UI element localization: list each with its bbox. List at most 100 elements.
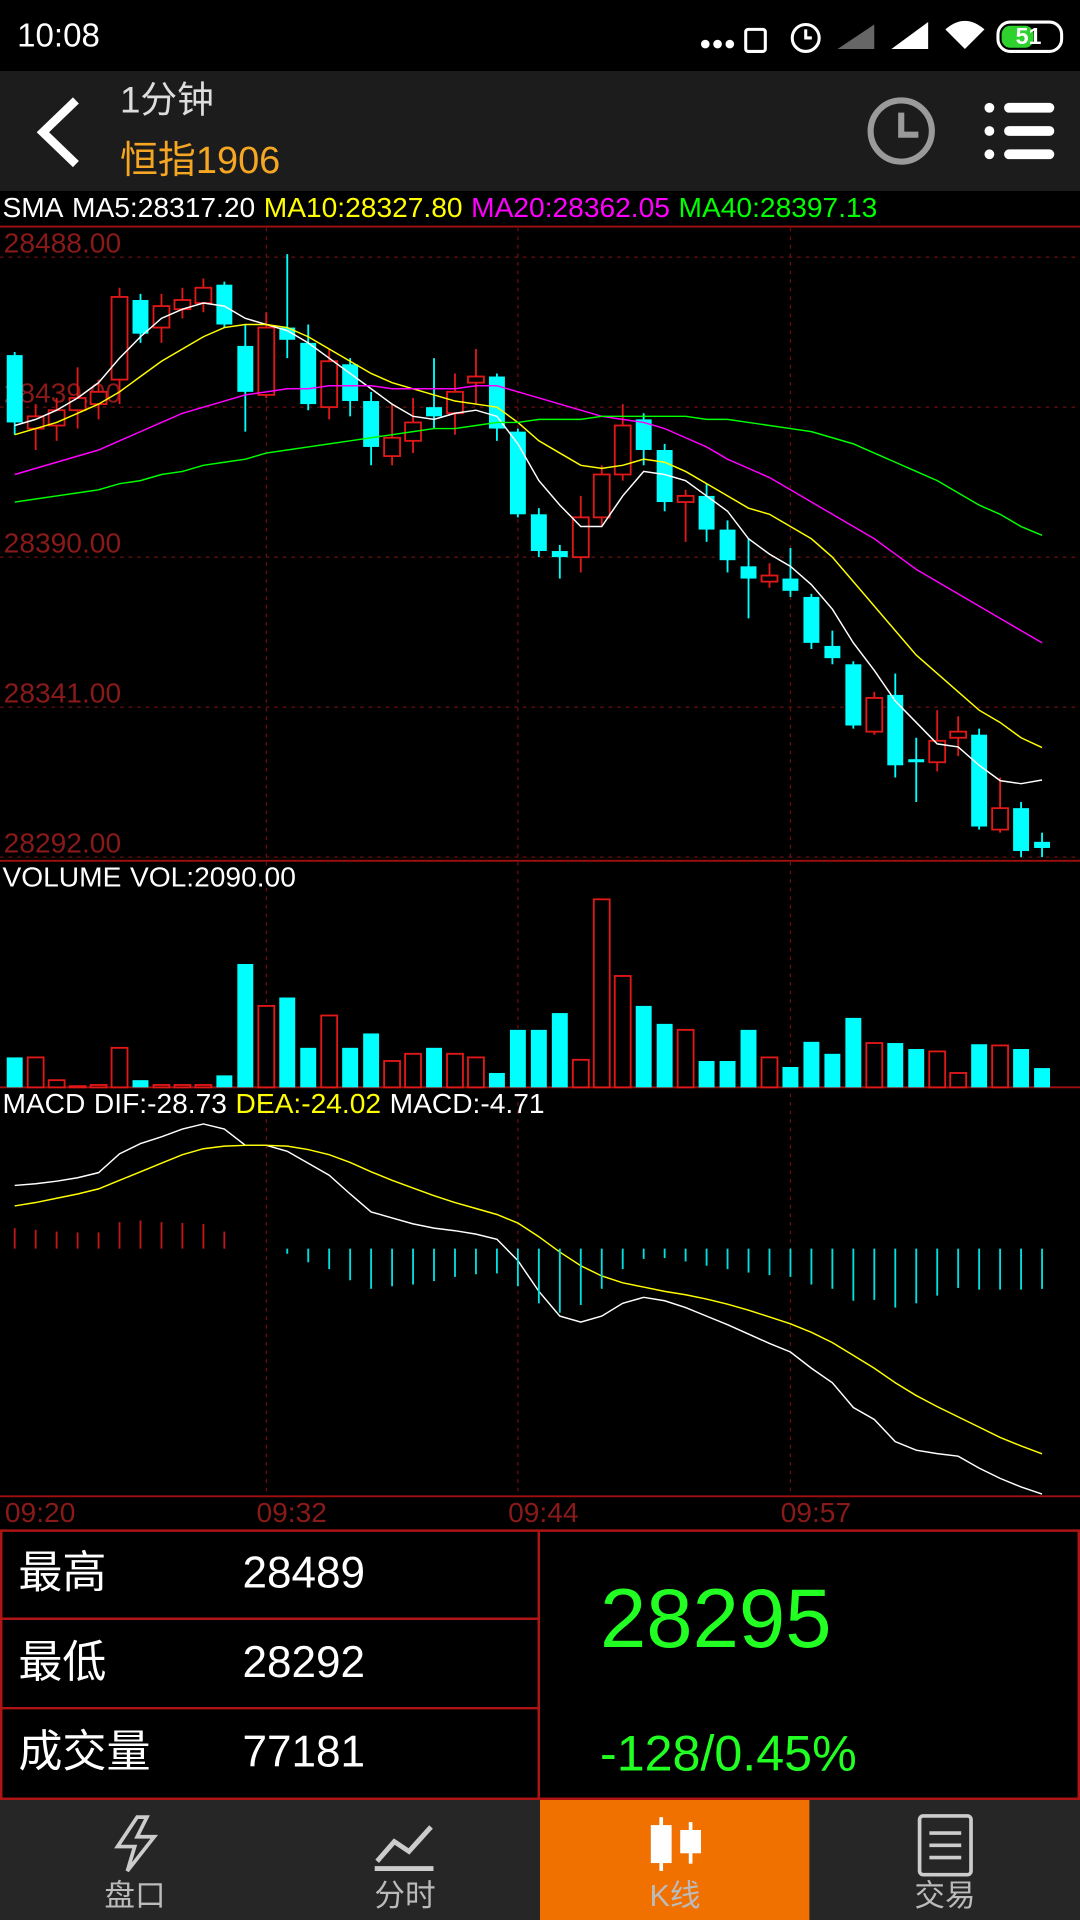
volume-bar bbox=[592, 898, 611, 1089]
volume-bar bbox=[110, 1046, 129, 1089]
stat-label: 最低 bbox=[18, 1638, 106, 1687]
volume-bar bbox=[613, 975, 632, 1089]
volume-bar bbox=[740, 1029, 757, 1088]
candle-body bbox=[110, 296, 129, 381]
candle-body bbox=[488, 376, 505, 429]
active-tab bbox=[540, 1800, 810, 1920]
candle-body bbox=[530, 514, 547, 552]
volume-bar bbox=[68, 1085, 87, 1089]
battery-level: 51 bbox=[1016, 23, 1042, 49]
x-tick-label: 09:32 bbox=[256, 1497, 326, 1528]
candle-body bbox=[257, 326, 276, 396]
candle-body bbox=[571, 516, 590, 559]
volume-bar bbox=[257, 1004, 276, 1089]
tab-icons bbox=[114, 1814, 973, 1877]
status-bar bbox=[0, 0, 1080, 72]
candle-body bbox=[613, 424, 632, 476]
candle-body bbox=[824, 645, 841, 659]
candle-body bbox=[971, 734, 988, 827]
candle-body bbox=[991, 807, 1009, 831]
volume-bar bbox=[928, 1050, 947, 1089]
last-price: 28295 bbox=[600, 1572, 832, 1665]
candle-body bbox=[1034, 841, 1050, 848]
macd-line bbox=[14, 1144, 1043, 1455]
candle-body bbox=[698, 495, 715, 530]
candle-body bbox=[342, 364, 359, 402]
stat-label: 成交量 bbox=[18, 1727, 150, 1776]
volume-bar bbox=[89, 1084, 108, 1089]
pane-title: SMA bbox=[2, 192, 63, 223]
tab-label[interactable]: K线 bbox=[649, 1879, 700, 1913]
candle-body bbox=[237, 345, 254, 392]
volume-bar bbox=[530, 1029, 547, 1088]
legend-entry: DIF:-28.73 bbox=[94, 1088, 227, 1119]
tab-label[interactable]: 交易 bbox=[914, 1879, 975, 1913]
volume-bar bbox=[488, 1072, 505, 1088]
volume-bar bbox=[971, 1044, 988, 1088]
volume-bar bbox=[363, 1033, 380, 1088]
back-button[interactable] bbox=[36, 97, 79, 168]
legend-entry: MA5:28317.20 bbox=[72, 192, 255, 223]
volume-bar bbox=[26, 1056, 45, 1089]
status-icons bbox=[701, 20, 1064, 53]
candle-body bbox=[845, 664, 862, 726]
volume-bar bbox=[803, 1041, 820, 1088]
y-tick-label: 28488.00 bbox=[4, 227, 121, 258]
candle-body bbox=[363, 401, 380, 447]
volume-bar bbox=[446, 1052, 464, 1089]
volume-bar bbox=[216, 1075, 233, 1088]
volume-bar bbox=[949, 1072, 968, 1089]
candle-body bbox=[635, 419, 652, 450]
volume-bar bbox=[300, 1047, 317, 1088]
legend-entry: MA10:28327.80 bbox=[264, 192, 463, 223]
legend-entry: DEA:-24.02 bbox=[236, 1088, 382, 1119]
tab-label[interactable]: 盘口 bbox=[104, 1879, 165, 1913]
volume-bar bbox=[845, 1017, 862, 1088]
volume-bar bbox=[237, 963, 254, 1088]
y-tick-label: 28390.00 bbox=[4, 527, 121, 558]
volume-bar bbox=[824, 1053, 841, 1088]
volume-bar bbox=[320, 1014, 339, 1089]
volume-bar bbox=[279, 997, 296, 1088]
tab-label[interactable]: 分时 bbox=[374, 1879, 435, 1913]
legend-entry: VOL:2090.00 bbox=[130, 862, 296, 893]
volume-bar bbox=[908, 1049, 925, 1088]
volume-bar bbox=[509, 1029, 526, 1088]
candle-body bbox=[68, 397, 87, 412]
candle-body bbox=[676, 495, 695, 503]
x-tick-label: 09:57 bbox=[781, 1497, 851, 1528]
pane-title: VOLUME bbox=[2, 862, 121, 893]
volume-bar bbox=[6, 1057, 23, 1088]
volume-bar bbox=[760, 1056, 779, 1089]
volume-bar bbox=[426, 1047, 442, 1088]
volume-bar bbox=[719, 1060, 736, 1088]
stat-value: 28292 bbox=[242, 1638, 365, 1687]
candle-body bbox=[300, 342, 317, 405]
volume-bar bbox=[551, 1013, 568, 1088]
tab-labels: 盘口 分时 K线 交易 bbox=[104, 1879, 975, 1913]
candle-body bbox=[760, 574, 779, 583]
candle-body bbox=[592, 473, 611, 519]
ma-line bbox=[14, 302, 1043, 785]
volume-bar bbox=[47, 1079, 66, 1089]
clock: 10:08 bbox=[17, 18, 100, 55]
history-button[interactable] bbox=[867, 97, 935, 165]
volume-bar bbox=[991, 1044, 1009, 1089]
candle-body bbox=[740, 566, 757, 579]
chart-area: 09:20 09:32 09:44 09:5728488.0028439.002839… bbox=[0, 192, 1080, 1528]
volume-bar bbox=[404, 1052, 422, 1089]
candle-body bbox=[320, 360, 339, 409]
volume-bar bbox=[698, 1060, 715, 1088]
volume-bar bbox=[571, 1058, 590, 1089]
candle-body bbox=[656, 450, 673, 503]
stats-table: 最高 28489 最低 28292 成交量 77181 bbox=[18, 1549, 365, 1777]
ma-line bbox=[14, 323, 1043, 749]
candle-body bbox=[928, 739, 947, 764]
volume-bar bbox=[1013, 1049, 1030, 1088]
menu-button[interactable] bbox=[984, 102, 1055, 160]
candle-body bbox=[6, 355, 23, 423]
candle-body bbox=[887, 694, 904, 766]
candle-body bbox=[216, 284, 233, 325]
